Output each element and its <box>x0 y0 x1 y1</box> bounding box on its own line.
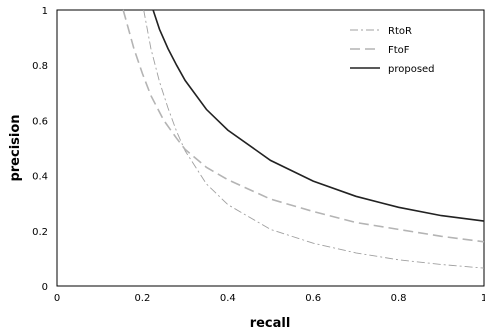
legend-label-ftof: FtoF <box>388 45 410 56</box>
y-tick-label: 0 <box>42 282 48 293</box>
x-tick-label: 0.4 <box>220 293 236 304</box>
series-lines <box>122 9 485 269</box>
series-line-proposed <box>152 9 485 222</box>
legend-label-rtor: RtoR <box>388 26 412 37</box>
legend: RtoR FtoF proposed <box>350 26 435 75</box>
x-tick-label: 0.2 <box>134 293 150 304</box>
plot-frame <box>56 9 485 287</box>
x-tick-label: 0 <box>54 293 60 304</box>
y-tick-label: 0.6 <box>32 116 48 127</box>
y-axis-ticks: 0 0.2 0.4 0.6 0.8 1 <box>32 6 48 293</box>
series-line-rtor <box>143 9 485 269</box>
y-tick-label: 0.4 <box>32 172 48 183</box>
x-tick-label: 1 <box>481 293 485 304</box>
x-tick-label: 0.6 <box>305 293 321 304</box>
x-axis-ticks: 0 0.2 0.4 0.6 0.8 1 <box>54 293 485 304</box>
x-tick-label: 0.8 <box>391 293 407 304</box>
y-tick-label: 1 <box>42 6 48 17</box>
series-line-ftof <box>122 9 485 243</box>
legend-label-proposed: proposed <box>388 64 435 75</box>
y-tick-label: 0.8 <box>32 61 48 72</box>
x-axis-label: recall <box>250 316 291 331</box>
y-tick-label: 0.2 <box>32 227 48 238</box>
y-axis-label: precision <box>8 114 23 181</box>
